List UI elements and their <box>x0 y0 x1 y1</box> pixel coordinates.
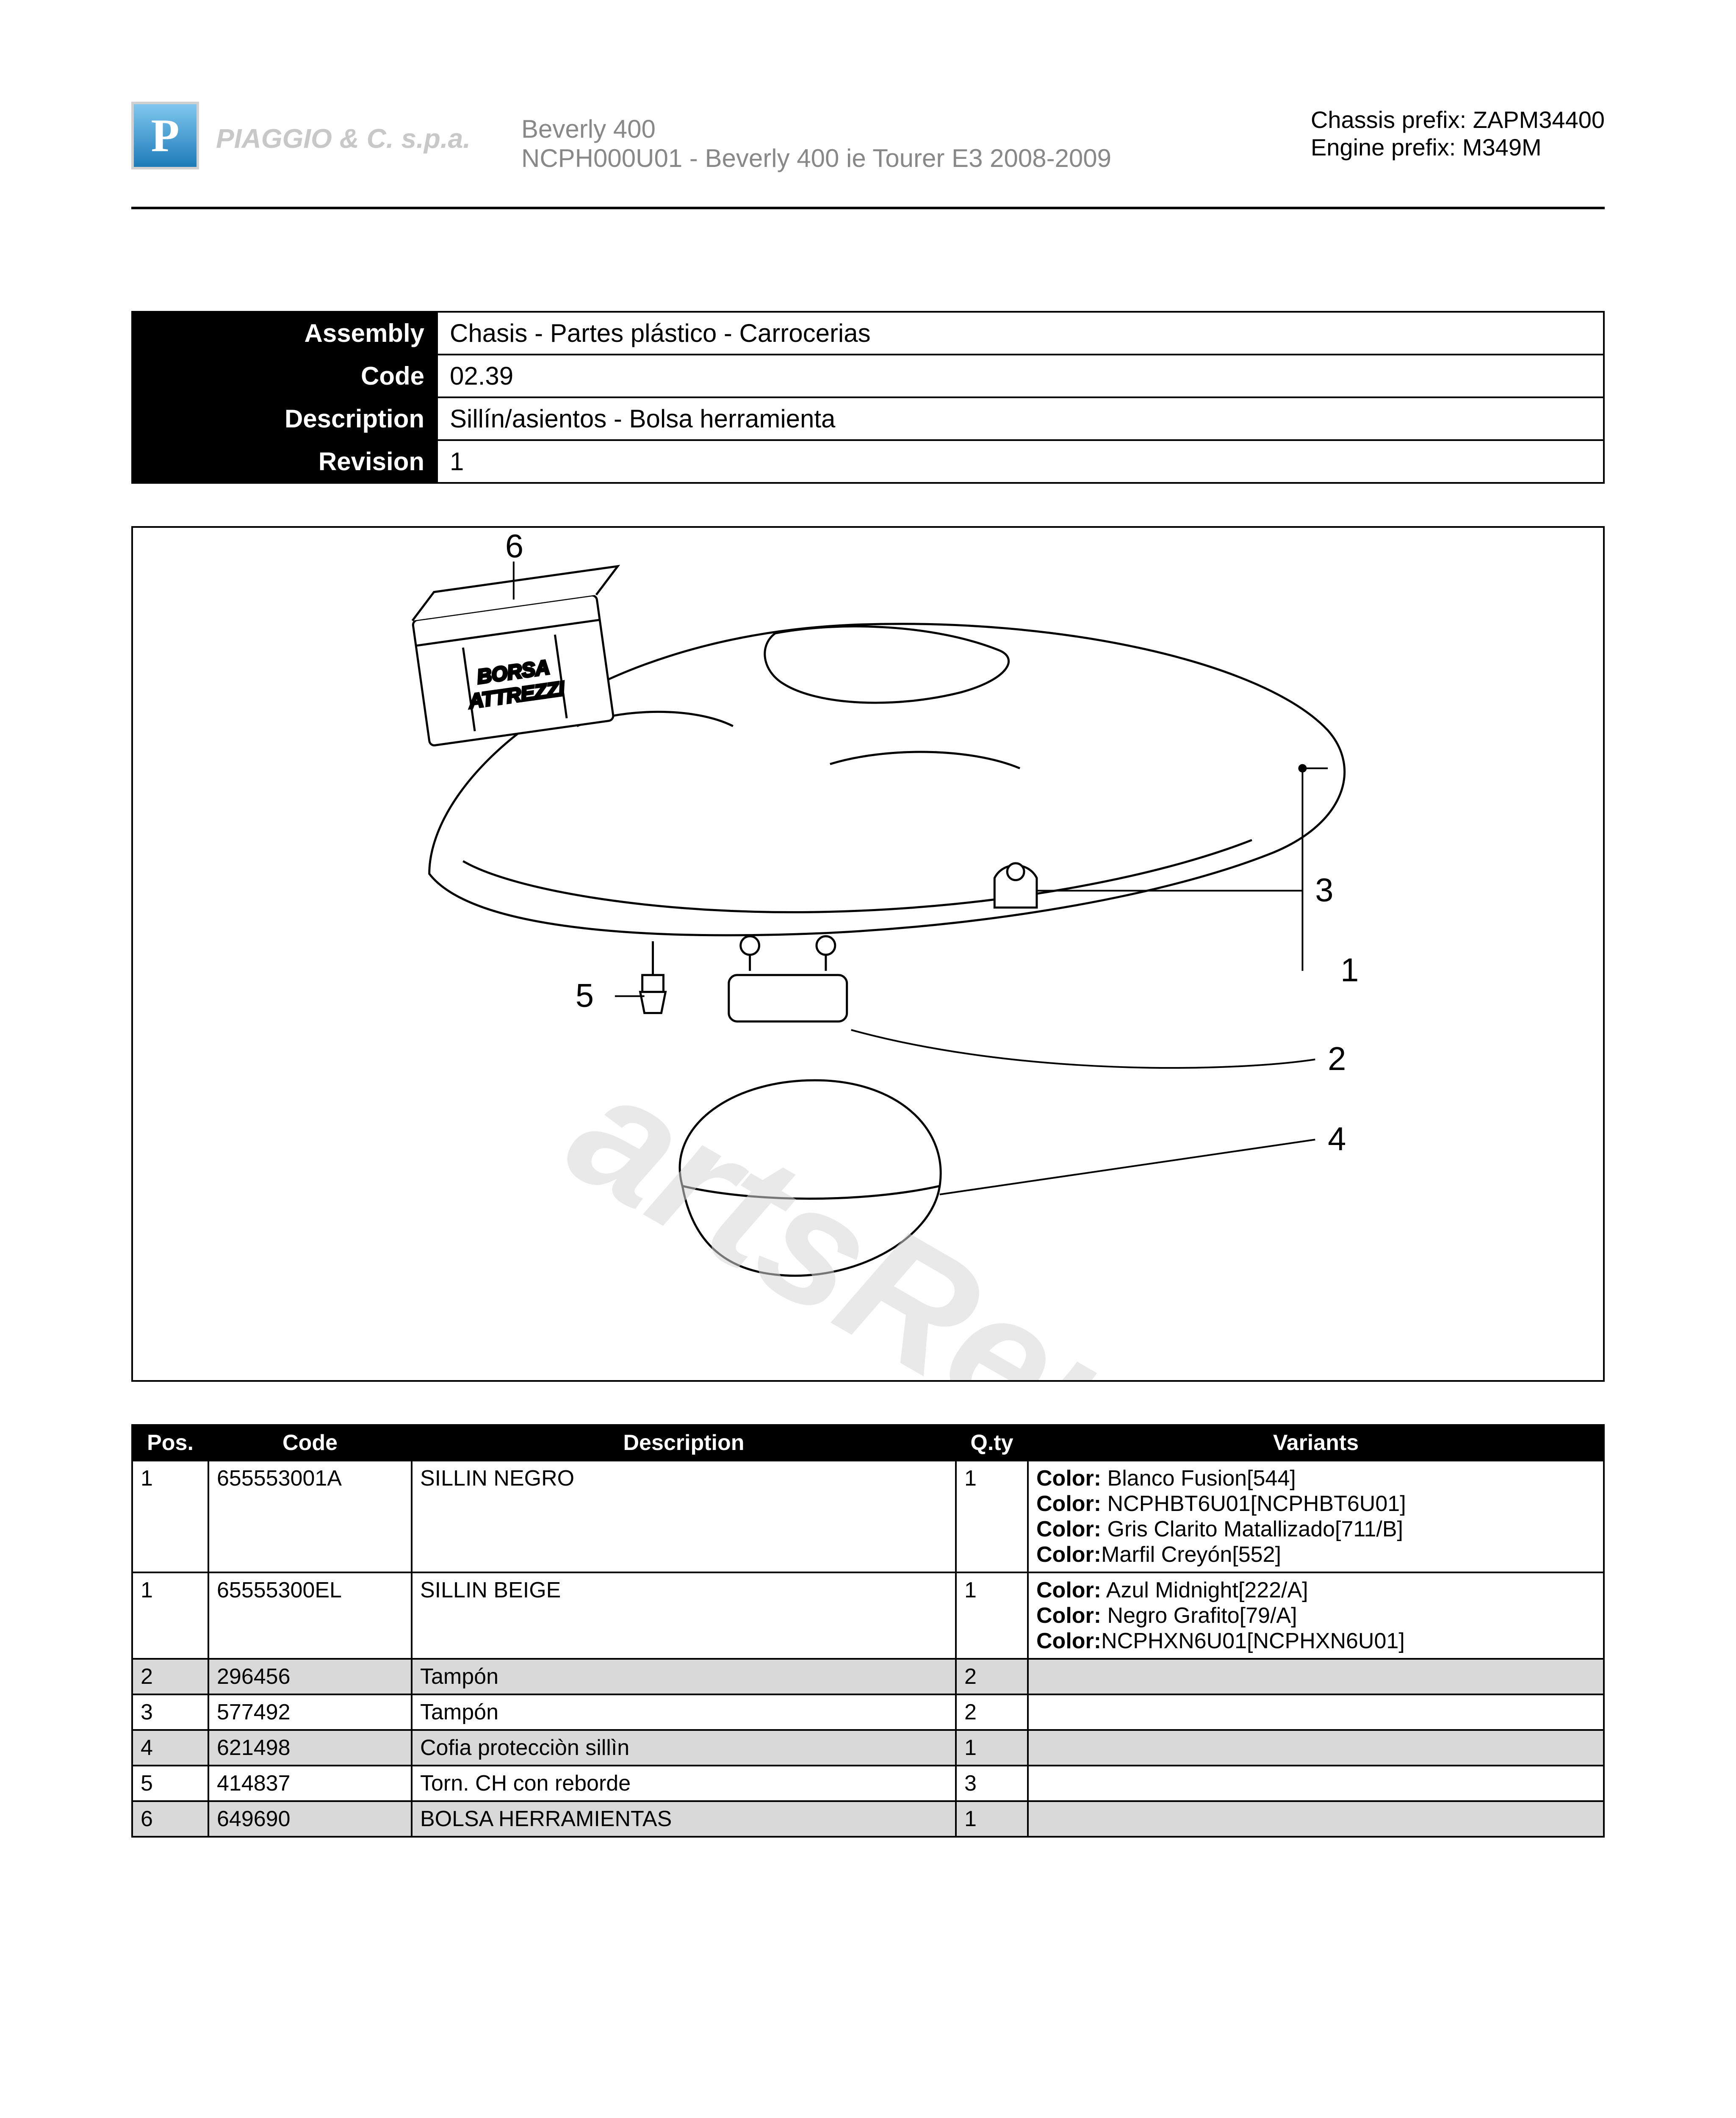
variant-line: Color:NCPHXN6U01[NCPHXN6U01] <box>1036 1628 1595 1654</box>
table-row: 5414837Torn. CH con reborde3 <box>132 1766 1604 1801</box>
cell-qty: 1 <box>956 1801 1028 1837</box>
header-rule <box>131 207 1605 209</box>
cell-qty: 1 <box>956 1572 1028 1659</box>
table-row: 1655553001ASILLIN NEGRO1Color: Blanco Fu… <box>132 1461 1604 1572</box>
variant-line: Color: Blanco Fusion[544] <box>1036 1466 1595 1491</box>
col-header-pos: Pos. <box>132 1425 208 1461</box>
callout-2: 2 <box>1328 1041 1346 1077</box>
assembly-meta-table: Assembly Chasis - Partes plástico - Carr… <box>131 311 1605 484</box>
cell-variants <box>1028 1659 1604 1694</box>
parts-table: Pos. Code Description Q.ty Variants 1655… <box>131 1424 1605 1838</box>
page-header: PIAGGIO & C. s.p.a. Beverly 400 NCPH000U… <box>131 102 1605 198</box>
engine-prefix-label: Engine prefix: <box>1311 134 1456 161</box>
cell-qty: 1 <box>956 1730 1028 1766</box>
cell-variants: Color: Blanco Fusion[544]Color: NCPHBT6U… <box>1028 1461 1604 1572</box>
piaggio-logo-icon <box>131 102 199 169</box>
header-right: Chassis prefix: ZAPM34400 Engine prefix:… <box>1311 106 1605 161</box>
cell-desc: BOLSA HERRAMIENTAS <box>412 1801 956 1837</box>
engine-prefix: Engine prefix: M349M <box>1311 133 1605 161</box>
cell-pos: 3 <box>132 1694 208 1730</box>
callout-5: 5 <box>576 978 594 1014</box>
cell-code: 649690 <box>208 1801 412 1837</box>
cell-desc: Cofia protecciòn sillìn <box>412 1730 956 1766</box>
model-name: Beverly 400 <box>521 114 1111 144</box>
cell-desc: Tampón <box>412 1694 956 1730</box>
cell-qty: 3 <box>956 1766 1028 1801</box>
cell-variants <box>1028 1694 1604 1730</box>
cell-code: 577492 <box>208 1694 412 1730</box>
cell-desc: SILLIN NEGRO <box>412 1461 956 1572</box>
cell-desc: SILLIN BEIGE <box>412 1572 956 1659</box>
cell-desc: Torn. CH con reborde <box>412 1766 956 1801</box>
variant-line: Color:Marfil Creyón[552] <box>1036 1542 1595 1567</box>
cell-variants <box>1028 1766 1604 1801</box>
brand-name: PIAGGIO & C. s.p.a. <box>216 123 471 154</box>
cell-pos: 5 <box>132 1766 208 1801</box>
callout-3: 3 <box>1315 872 1333 908</box>
cell-desc: Tampón <box>412 1659 956 1694</box>
cell-variants: Color: Azul Midnight[222/A]Color: Negro … <box>1028 1572 1604 1659</box>
variant-line: Color: Negro Grafito[79/A] <box>1036 1603 1595 1628</box>
meta-row-code: Code 02.39 <box>132 355 1604 397</box>
table-row: 3577492Tampón2 <box>132 1694 1604 1730</box>
cell-qty: 1 <box>956 1461 1028 1572</box>
table-row: 4621498Cofia protecciòn sillìn1 <box>132 1730 1604 1766</box>
callout-1: 1 <box>1340 952 1359 989</box>
engine-prefix-value: M349M <box>1462 134 1542 161</box>
meta-key-revision: Revision <box>132 440 437 483</box>
parts-diagram: BORSA ATTREZZI 6 5 3 1 2 <box>131 526 1605 1382</box>
meta-row-revision: Revision 1 <box>132 440 1604 483</box>
meta-val-code: 02.39 <box>437 355 1604 397</box>
table-row: 2296456Tampón2 <box>132 1659 1604 1694</box>
variant-line: Color: Gris Clarito Matallizado[711/B] <box>1036 1516 1595 1542</box>
cell-qty: 2 <box>956 1659 1028 1694</box>
cell-code: 414837 <box>208 1766 412 1801</box>
meta-key-code: Code <box>132 355 437 397</box>
cell-qty: 2 <box>956 1694 1028 1730</box>
variant-line: Color: Azul Midnight[222/A] <box>1036 1577 1595 1603</box>
parts-table-body: 1655553001ASILLIN NEGRO1Color: Blanco Fu… <box>132 1461 1604 1837</box>
cell-code: 655553001A <box>208 1461 412 1572</box>
variant-line: Color: NCPHBT6U01[NCPHBT6U01] <box>1036 1491 1595 1516</box>
cell-pos: 6 <box>132 1801 208 1837</box>
chassis-prefix-label: Chassis prefix: <box>1311 106 1466 133</box>
col-header-code: Code <box>208 1425 412 1461</box>
cell-pos: 2 <box>132 1659 208 1694</box>
col-header-qty: Q.ty <box>956 1425 1028 1461</box>
meta-val-description: Sillín/asientos - Bolsa herramienta <box>437 397 1604 440</box>
cell-variants <box>1028 1730 1604 1766</box>
chassis-prefix-value: ZAPM34400 <box>1473 106 1605 133</box>
cell-code: 621498 <box>208 1730 412 1766</box>
cell-code: 296456 <box>208 1659 412 1694</box>
col-header-desc: Description <box>412 1425 956 1461</box>
meta-val-assembly: Chasis - Partes plástico - Carrocerias <box>437 312 1604 355</box>
meta-row-assembly: Assembly Chasis - Partes plástico - Carr… <box>132 312 1604 355</box>
cell-pos: 1 <box>132 1461 208 1572</box>
meta-key-description: Description <box>132 397 437 440</box>
cell-pos: 4 <box>132 1730 208 1766</box>
cell-variants <box>1028 1801 1604 1837</box>
callout-4: 4 <box>1328 1121 1346 1157</box>
meta-row-description: Description Sillín/asientos - Bolsa herr… <box>132 397 1604 440</box>
model-subtitle: NCPH000U01 - Beverly 400 ie Tourer E3 20… <box>521 144 1111 173</box>
meta-val-revision: 1 <box>437 440 1604 483</box>
chassis-prefix: Chassis prefix: ZAPM34400 <box>1311 106 1605 133</box>
model-block: Beverly 400 NCPH000U01 - Beverly 400 ie … <box>521 114 1111 173</box>
callout-6: 6 <box>505 528 523 565</box>
col-header-var: Variants <box>1028 1425 1604 1461</box>
cell-pos: 1 <box>132 1572 208 1659</box>
cell-code: 65555300EL <box>208 1572 412 1659</box>
header-left: PIAGGIO & C. s.p.a. Beverly 400 NCPH000U… <box>131 102 1111 173</box>
parts-table-head: Pos. Code Description Q.ty Variants <box>132 1425 1604 1461</box>
table-row: 165555300ELSILLIN BEIGE1Color: Azul Midn… <box>132 1572 1604 1659</box>
table-row: 6649690BOLSA HERRAMIENTAS1 <box>132 1801 1604 1837</box>
diagram-svg: BORSA ATTREZZI 6 5 3 1 2 <box>133 528 1603 1380</box>
meta-key-assembly: Assembly <box>132 312 437 355</box>
